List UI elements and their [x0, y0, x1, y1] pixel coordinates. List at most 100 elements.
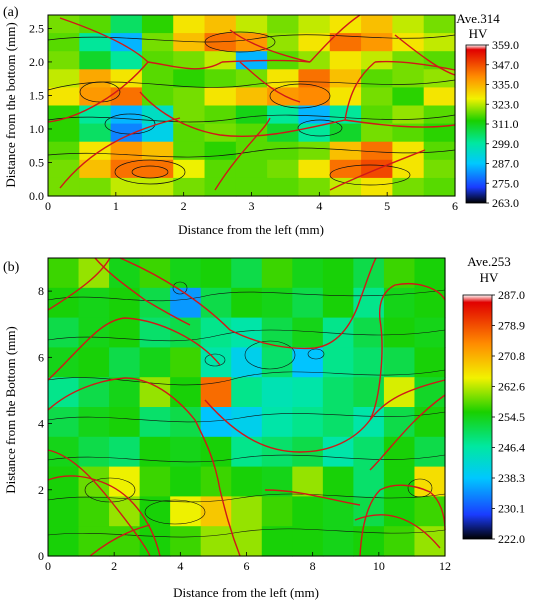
heatmap-cell	[200, 317, 232, 348]
heatmap-cell	[361, 123, 393, 143]
heatmap-cell	[414, 407, 446, 438]
heatmap-cell	[79, 159, 112, 179]
y-tick-label: 0.0	[29, 189, 44, 203]
heatmap-cell	[110, 159, 143, 179]
heatmap-cell	[361, 51, 393, 70]
panel-a-heatmap-cells	[48, 15, 456, 197]
x-tick-label: 2	[111, 559, 117, 573]
heatmap-cell	[353, 526, 385, 557]
heatmap-cell	[423, 159, 456, 179]
heatmap-cell	[48, 51, 80, 70]
heatmap-cell	[353, 436, 385, 468]
heatmap-cell	[200, 258, 232, 289]
heatmap-cell	[231, 436, 263, 468]
heatmap-cell	[200, 377, 232, 408]
heatmap-cell	[414, 287, 446, 319]
heatmap-cell	[78, 258, 110, 289]
x-tick-label: 0	[45, 199, 51, 213]
heatmap-cell	[173, 105, 206, 125]
heatmap-cell	[235, 15, 268, 34]
heatmap-cell	[392, 177, 425, 197]
heatmap-cell	[292, 347, 324, 378]
heatmap-cell	[329, 159, 362, 179]
heatmap-cell	[261, 496, 293, 527]
heatmap-cell	[79, 105, 112, 125]
heatmap-cell	[109, 436, 141, 468]
heatmap-cell	[392, 15, 425, 34]
heatmap-cell	[298, 141, 331, 161]
x-tick-label: 6	[244, 559, 250, 573]
heatmap-cell	[261, 347, 293, 378]
heatmap-cell	[423, 105, 456, 125]
heatmap-cell	[414, 347, 446, 378]
y-tick-label: 1.5	[29, 88, 44, 102]
heatmap-cell	[173, 123, 206, 143]
heatmap-cell	[267, 87, 300, 107]
heatmap-cell	[48, 105, 80, 125]
heatmap-cell	[322, 466, 354, 497]
heatmap-cell	[109, 496, 141, 527]
heatmap-cell	[298, 15, 331, 34]
heatmap-cell	[79, 15, 112, 34]
heatmap-cell	[261, 407, 293, 438]
heatmap-cell	[141, 177, 174, 197]
heatmap-cell	[48, 177, 80, 197]
heatmap-cell	[79, 141, 112, 161]
heatmap-cell	[329, 51, 362, 70]
heatmap-cell	[322, 436, 354, 468]
heatmap-cell	[170, 347, 202, 378]
heatmap-cell	[78, 287, 110, 319]
heatmap-cell	[170, 466, 202, 497]
panel-b-melt-pool-boundaries	[47, 257, 446, 557]
colorbar-label: 299.0	[492, 137, 519, 151]
heatmap-cell	[109, 258, 141, 289]
heatmap-cell	[353, 496, 385, 527]
heatmap-cell	[298, 177, 331, 197]
panel-b-colorbar-labels: 287.0 278.9 270.8 262.6 254.5 246.4 238.3 230.1…	[492, 288, 525, 546]
heatmap-cell	[329, 123, 362, 143]
heatmap-cell	[48, 69, 80, 88]
heatmap-cell	[200, 347, 232, 378]
heatmap-cell	[392, 159, 425, 179]
panel-b-contour-lines	[47, 281, 446, 538]
heatmap-cell	[48, 15, 80, 34]
heatmap-cell	[361, 177, 393, 197]
y-tick-label: 8	[38, 284, 44, 298]
heatmap-cell	[298, 105, 331, 125]
heatmap-cell	[267, 159, 300, 179]
x-tick-label: 0	[45, 559, 51, 573]
heatmap-cell	[109, 317, 141, 348]
heatmap-cell	[392, 33, 425, 52]
heatmap-cell	[231, 466, 263, 497]
colorbar-label: 278.9	[498, 319, 525, 333]
y-tick-label: 6	[38, 350, 44, 364]
heatmap-cell	[322, 377, 354, 408]
panel-b-heatmap-cells	[48, 258, 446, 557]
panel-b-x-axis-label: Distance from the left (mm)	[173, 585, 319, 600]
y-tick-label: 0.5	[29, 155, 44, 169]
x-tick-label: 8	[310, 559, 316, 573]
heatmap-cell	[141, 33, 174, 52]
heatmap-cell	[383, 436, 416, 468]
heatmap-cell	[78, 436, 110, 468]
colorbar-label: 262.6	[498, 380, 525, 394]
heatmap-cell	[267, 69, 300, 88]
heatmap-cell	[414, 258, 446, 289]
y-tick-label: 2	[38, 483, 44, 497]
panel-b-colorbar	[462, 294, 493, 540]
heatmap-cell	[78, 407, 110, 438]
heatmap-cell	[139, 347, 171, 378]
heatmap-cell	[392, 105, 425, 125]
heatmap-cell	[231, 347, 263, 378]
heatmap-cell	[48, 466, 80, 497]
y-tick-label: 0	[38, 549, 44, 563]
panel-a-contour-lines	[47, 31, 456, 186]
heatmap-cell	[48, 123, 80, 143]
heatmap-cell	[423, 123, 456, 143]
x-tick-label: 3	[249, 199, 255, 213]
heatmap-cell	[329, 177, 362, 197]
x-tick-label: 5	[384, 199, 390, 213]
heatmap-cell	[322, 407, 354, 438]
heatmap-cell	[235, 177, 268, 197]
heatmap-cell	[48, 317, 80, 348]
